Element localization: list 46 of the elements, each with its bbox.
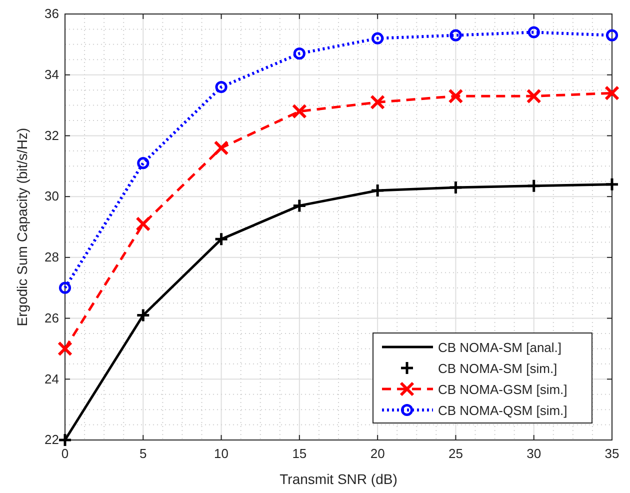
- point: [292, 198, 307, 213]
- x-tick-label: 20: [370, 446, 385, 462]
- point: [526, 88, 542, 104]
- point: [214, 140, 229, 156]
- point: [450, 29, 462, 42]
- point: [604, 86, 620, 101]
- y-tick-label: 22: [44, 432, 59, 448]
- point: [292, 104, 307, 119]
- point: [604, 177, 620, 192]
- legend-label: CB NOMA-QSM [sim.]: [438, 403, 568, 418]
- x-tick-label: 5: [140, 446, 147, 462]
- legend-label: CB NOMA-SM [sim.]: [438, 361, 558, 376]
- x-tick-label: 25: [448, 446, 463, 462]
- x-tick-label: 15: [292, 446, 307, 462]
- legend-label: CB NOMA-GSM [sim.]: [438, 382, 568, 397]
- y-tick-label: 24: [44, 371, 59, 386]
- y-tick-label: 30: [44, 188, 59, 204]
- point: [293, 48, 306, 60]
- point: [370, 94, 386, 110]
- point: [528, 26, 540, 38]
- x-tick-label: 35: [604, 446, 620, 462]
- point: [136, 216, 151, 232]
- y-axis-title: Ergodic Sum Capacity (bit/s/Hz): [14, 128, 30, 326]
- point: [526, 178, 542, 194]
- point: [58, 341, 72, 356]
- point: [372, 32, 384, 44]
- point: [136, 308, 150, 322]
- point: [448, 180, 463, 195]
- y-tick-label: 28: [44, 250, 59, 265]
- x-tick-label: 30: [526, 446, 542, 462]
- legend-label: CB NOMA-SM [anal.]: [438, 340, 562, 355]
- point: [215, 80, 228, 94]
- x-tick-label: 10: [214, 446, 229, 462]
- point: [606, 29, 618, 42]
- point: [448, 88, 464, 104]
- point: [214, 232, 229, 246]
- x-axis-title: Transmit SNR (dB): [280, 471, 398, 487]
- y-tick-label: 26: [44, 310, 59, 326]
- point: [137, 157, 150, 170]
- y-tick-label: 36: [44, 6, 59, 22]
- point: [58, 432, 72, 448]
- x-tick-label: 0: [61, 446, 69, 462]
- point: [370, 183, 385, 198]
- y-tick-label: 32: [44, 128, 59, 143]
- y-tick-label: 34: [44, 67, 59, 82]
- point: [58, 282, 72, 294]
